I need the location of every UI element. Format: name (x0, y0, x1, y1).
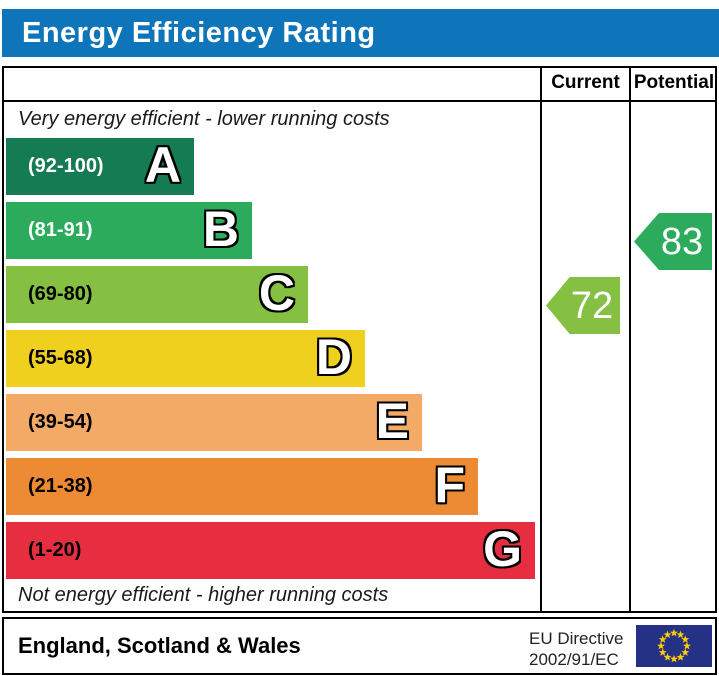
top-note: Very energy efficient - lower running co… (18, 108, 390, 130)
band-letter: G (483, 520, 522, 577)
page-title: Energy Efficiency Rating (22, 16, 376, 49)
band-range-label: (81-91) (28, 219, 93, 241)
potential-rating-value: 83 (660, 220, 704, 263)
footer-box (2, 617, 717, 675)
band-letter: F (434, 456, 465, 513)
eu-directive-line2: 2002/91/EC (529, 650, 619, 669)
band-letter: E (375, 392, 409, 449)
band-F: (21-38) F (6, 458, 478, 515)
band-range-label: (69-80) (28, 283, 93, 305)
column-header-current: Current (551, 72, 620, 93)
eu-directive-line1: EU Directive (529, 629, 624, 648)
band-D: (55-68) D (6, 330, 365, 387)
band-range-label: (55-68) (28, 347, 93, 369)
bottom-note: Not energy efficient - higher running co… (18, 584, 389, 606)
eu-flag-icon (636, 625, 712, 667)
band-range-label: (1-20) (28, 539, 82, 561)
band-C: (69-80) C (6, 266, 308, 323)
column-header-potential: Potential (633, 72, 715, 93)
divider-potential (629, 66, 631, 613)
eu-directive-text: EU Directive 2002/91/EC (529, 628, 623, 670)
header-divider (2, 100, 717, 102)
band-E: (39-54) E (6, 394, 422, 451)
band-letter: B (202, 200, 239, 257)
band-G: (1-20) G (6, 522, 535, 579)
band-range-label: (21-38) (28, 475, 93, 497)
band-letter: D (315, 328, 352, 385)
bands: (92-100) A (81-91) B (69-80) C (55-68) D (39-54)… (6, 138, 540, 579)
band-A: (92-100) A (6, 138, 194, 195)
band-range-label: (39-54) (28, 411, 93, 433)
title-bar: Energy Efficiency Rating (2, 9, 719, 57)
footer-region: England, Scotland & Wales (18, 633, 301, 658)
band-range-label: (92-100) (28, 155, 104, 177)
current-rating-value: 72 (570, 284, 614, 327)
band-letter: A (144, 136, 181, 193)
band-B: (81-91) B (6, 202, 252, 259)
divider-current (540, 66, 542, 613)
band-letter: C (258, 264, 295, 321)
